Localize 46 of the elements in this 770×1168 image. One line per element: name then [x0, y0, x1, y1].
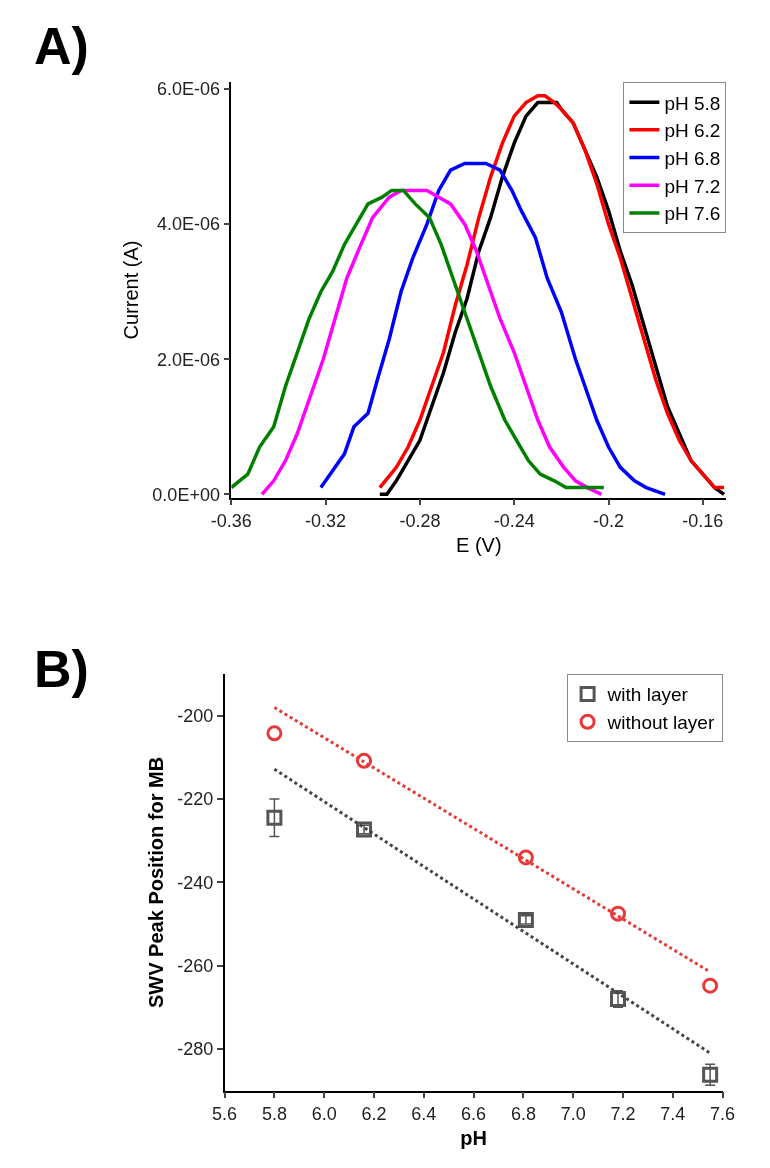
chart-title: A)	[34, 17, 89, 75]
y-tick-label: 2.0E-06	[156, 349, 220, 370]
x-tick-label: 7.0	[560, 1103, 586, 1124]
x-tick-label: 7.4	[660, 1103, 686, 1124]
x-tick-label: 6.6	[461, 1103, 487, 1124]
point	[702, 977, 719, 994]
x-tick-label: 5.8	[261, 1103, 287, 1124]
legend-label: pH 6.8	[664, 147, 721, 169]
x-tick-label: 7.2	[610, 1103, 636, 1124]
x-tick-label: -0.36	[210, 511, 252, 532]
legend-label: pH 6.2	[664, 120, 721, 142]
x-axis-title: E (V)	[456, 534, 502, 557]
x-tick-label: 6.0	[311, 1103, 337, 1124]
y-tick-label: -200	[177, 706, 214, 727]
y-axis-title: Current (A)	[120, 240, 143, 340]
x-tick-label: -0.32	[305, 511, 347, 532]
x-tick-label: 5.6	[212, 1103, 238, 1124]
y-axis-title: SWV Peak Position for MB	[145, 756, 168, 1008]
line-series	[319, 161, 667, 497]
chart-title: B)	[34, 640, 89, 698]
x-tick-label: 7.6	[710, 1103, 736, 1124]
x-tick-label: 6.4	[411, 1103, 437, 1124]
x-tick-label: -0.24	[493, 511, 535, 532]
x-tick-label: 6.8	[510, 1103, 536, 1124]
y-tick-label: -240	[177, 872, 214, 893]
x-tick-label: -0.16	[682, 511, 724, 532]
legend-label: pH 7.2	[664, 175, 721, 197]
x-tick-label: -0.28	[399, 511, 441, 532]
point	[266, 809, 283, 826]
y-tick-label: 6.0E-06	[156, 79, 220, 100]
x-tick-label: -0.2	[593, 511, 625, 532]
point	[517, 849, 534, 866]
legend-label: pH 5.8	[664, 92, 721, 114]
x-axis-title: pH	[460, 1126, 487, 1149]
point	[266, 725, 283, 742]
y-tick-label: -280	[177, 1039, 214, 1060]
y-tick-label: 0.0E+00	[152, 484, 220, 505]
legend-label: with layer	[606, 684, 689, 706]
legend-label: pH 7.6	[664, 203, 721, 225]
y-tick-label: 4.0E-06	[156, 214, 220, 235]
legend-label: without layer	[606, 712, 715, 734]
x-tick-label: 6.2	[361, 1103, 387, 1124]
point	[610, 905, 627, 922]
y-tick-label: -260	[177, 955, 214, 976]
point	[356, 752, 373, 769]
y-tick-label: -220	[177, 789, 214, 810]
